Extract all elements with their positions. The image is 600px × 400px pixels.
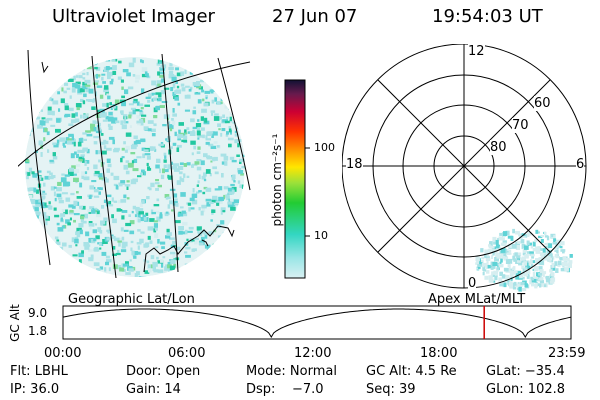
- altitude-plot-frame: [62, 305, 572, 340]
- auroral-glow-pixels: [25, 57, 245, 277]
- polar-auroral-glow: [475, 228, 573, 292]
- geo-grid-line: [18, 61, 251, 167]
- colorbar-unit-label: photon cm⁻²s⁻¹: [270, 133, 284, 227]
- geo-caption: Geographic Lat/Lon: [68, 292, 195, 307]
- colorbar: [284, 79, 310, 279]
- gc-alt-status: GC Alt: 4.5 Re: [366, 364, 457, 379]
- mlt-label-18: 18: [346, 157, 363, 172]
- gain-status: Gain: 14: [126, 382, 181, 397]
- altitude-ytick-high: 9.0: [28, 306, 48, 320]
- glon-status: GLon: 102.8: [486, 382, 566, 397]
- altitude-xtick-0: 00:00: [44, 346, 82, 361]
- mlat-label-60: 60: [534, 96, 551, 111]
- colorbar-gradient: [284, 79, 306, 279]
- glat-status: GLat: −35.4: [486, 364, 565, 379]
- mlat-label-70: 70: [512, 118, 529, 133]
- altitude-curve: [62, 308, 572, 338]
- polar-diagonal: [377, 79, 551, 253]
- altitude-plot: [62, 305, 572, 340]
- date-label: 27 Jun 07: [272, 6, 358, 27]
- altitude-xtick-2: 12:00: [294, 346, 332, 361]
- polar-mlat-mlt-plot: [342, 44, 587, 292]
- coastline: [201, 239, 209, 247]
- altitude-xtick-4: 23:59: [548, 346, 586, 361]
- time-label: 19:54:03 UT: [432, 6, 543, 27]
- mlt-label-0: 0: [468, 276, 477, 291]
- geographic-image-panel: [18, 50, 251, 279]
- geo-grid-line: [27, 50, 51, 266]
- geo-grid-line: [161, 53, 179, 273]
- colorbar-tick-10: 10: [314, 229, 328, 242]
- coastline: [41, 61, 49, 74]
- colorbar-tick-100: 100: [314, 141, 335, 154]
- door-status: Door: Open: [126, 364, 201, 379]
- ip-status: IP: 36.0: [10, 382, 60, 397]
- dsp-status: Dsp: −7.0: [246, 382, 324, 397]
- geo-grid-line: [91, 55, 117, 279]
- coastline: [143, 225, 235, 273]
- mode-status: Mode: Normal: [246, 364, 337, 379]
- mlat-label-80: 80: [490, 140, 507, 155]
- instrument-title: Ultraviolet Imager: [52, 6, 215, 27]
- altitude-xtick-1: 06:00: [168, 346, 206, 361]
- polar-caption: Apex MLat/MLT: [428, 292, 526, 307]
- seq-status: Seq: 39: [366, 382, 416, 397]
- geo-grid-line: [217, 57, 251, 191]
- filter-status: Flt: LBHL: [10, 364, 68, 379]
- mlt-label-12: 12: [468, 44, 485, 59]
- altitude-ytick-low: 1.8: [28, 324, 48, 338]
- mlt-label-6: 6: [576, 157, 585, 172]
- altitude-ylabel: GC Alt: [7, 304, 22, 342]
- altitude-xtick-3: 18:00: [420, 346, 458, 361]
